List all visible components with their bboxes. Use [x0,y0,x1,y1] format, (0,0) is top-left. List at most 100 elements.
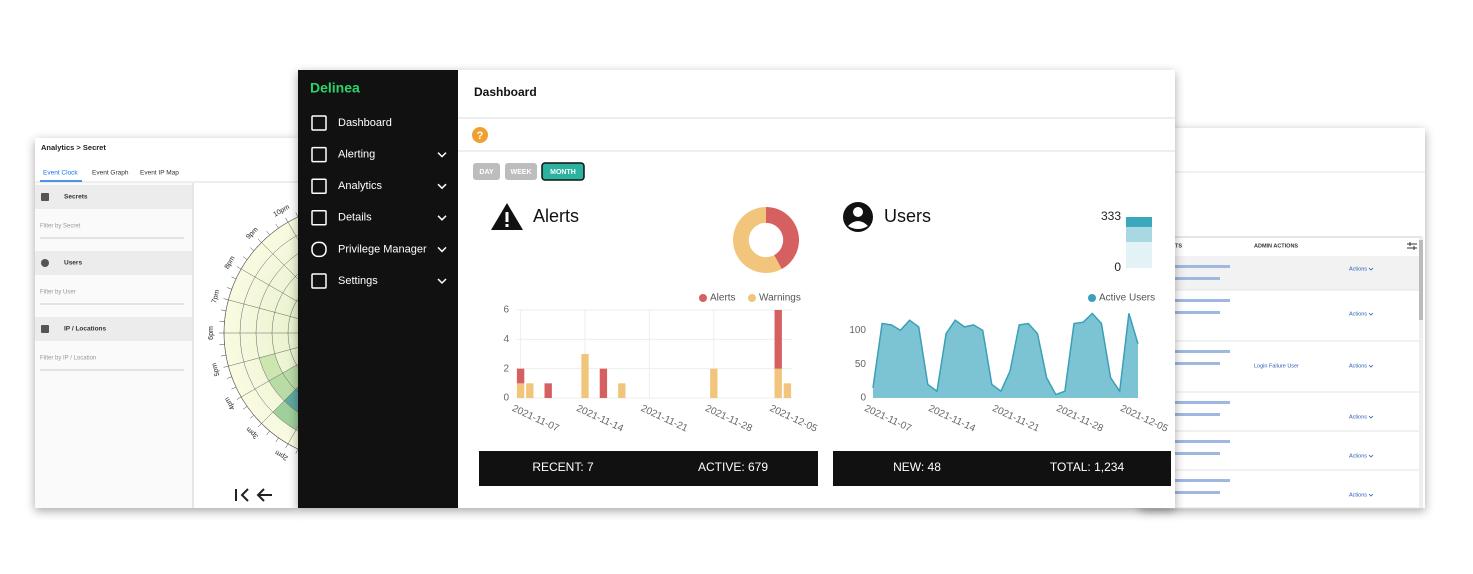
clock-cell [272,400,298,430]
alert-icon-mark [505,212,509,222]
filter-header [35,317,192,341]
clock-spoke [241,363,298,398]
menu-item[interactable]: Settings [338,275,378,287]
event-text [1160,452,1220,455]
filter-header [35,185,192,209]
sidebar [298,70,458,508]
range-button[interactable] [473,163,500,180]
chevron [1368,364,1374,368]
filter-icon [41,193,49,201]
tab[interactable]: Event IP Map [140,170,179,177]
bar [581,354,589,398]
y-tick-label: 100 [849,325,866,336]
filter-icon [41,325,49,333]
menu-icon [311,178,327,194]
range-button[interactable] [541,162,585,181]
clock-tick [226,376,232,379]
admin-action: Login Failure User [1254,363,1299,369]
stats-bar [479,451,818,486]
menu-item[interactable]: Privilege Manager [338,243,427,255]
area [873,313,1138,398]
clock-tick [295,212,298,218]
actions-menu[interactable]: Actions [1349,266,1367,272]
clock-tick [285,443,289,449]
help-icon[interactable] [472,127,488,143]
bar [710,368,718,398]
legend-label: Alerts [710,293,736,304]
menu-icon [311,210,327,226]
actions-menu[interactable]: Actions [1349,311,1367,317]
bar [516,383,525,398]
range-button[interactable] [505,163,537,180]
clock-spoke [261,386,298,424]
chevron [1368,493,1374,497]
clock-cell [268,365,298,401]
y-tick-label: 6 [503,305,509,316]
chevron [1368,415,1374,419]
donut-slice [766,207,799,270]
filter-icon [41,259,49,267]
range-buttons: DAY WEEK MONTH [473,162,585,181]
range-button-label[interactable]: DAY [479,169,493,176]
event-text [1160,265,1230,268]
menu-item[interactable]: Alerting [338,149,375,161]
help-icon-text[interactable]: ? [477,130,484,142]
filter-icon[interactable] [1407,242,1417,250]
menu-chevron [437,183,447,190]
clock-tick [223,365,229,368]
legend-marker [1088,294,1096,302]
stats-bar [833,451,1171,486]
menu-item[interactable]: Analytics [338,180,383,192]
scroll-thumb[interactable] [1419,240,1423,320]
bar [783,383,792,398]
legend-label: Active Users [1099,293,1155,304]
user-icon-head [853,207,863,217]
clock-tick [220,354,226,357]
clock-tick [257,238,262,243]
chevron [1368,454,1374,458]
clock-spoke [241,268,298,303]
clock-tick [236,396,242,400]
filter-header [35,251,192,275]
chevron [1368,312,1374,316]
clock-tick [242,256,248,260]
bar [516,368,525,384]
first-page-icon[interactable] [235,488,249,502]
menu-item[interactable]: Dashboard [338,117,392,129]
clock-tick [231,276,237,280]
clock-tick [275,437,279,443]
clock-tick [266,430,270,436]
clock-tick [220,309,226,312]
actions-menu[interactable]: Actions [1349,363,1367,369]
clock-tick [231,386,237,390]
user-icon-body [848,221,868,229]
clock-label: 5pm [211,362,221,377]
actions-menu[interactable]: Actions [1349,453,1367,459]
y-tick-label: 4 [503,334,509,345]
legend-label: Warnings [759,293,801,304]
stat: NEW: 48 [893,460,941,474]
bar [544,383,552,398]
event-text [1160,350,1230,353]
filter-input[interactable]: Filter by User [40,290,76,296]
clock-tick [236,266,242,270]
range-button-label[interactable]: WEEK [511,169,532,176]
prev-page-icon[interactable] [256,488,272,502]
event-text [1160,299,1230,302]
menu-chevron [437,215,447,221]
summary-segment [1126,217,1152,227]
bar [774,310,782,369]
filter-input[interactable]: Filter by Secret [40,224,81,230]
menu-item[interactable]: Details [338,212,372,224]
menu-chevron [437,246,447,253]
clock-tick [266,230,270,236]
actions-menu[interactable]: Actions [1349,414,1367,420]
menu-chevron [437,278,447,285]
filter-input[interactable]: Filter by IP / Location [40,356,96,362]
summary-segment [1126,226,1152,242]
tab[interactable]: Event Graph [92,170,129,177]
tab[interactable]: Event Clock [43,170,78,177]
actions-menu[interactable]: Actions [1349,492,1367,498]
range-button-label[interactable]: MONTH [550,169,576,176]
